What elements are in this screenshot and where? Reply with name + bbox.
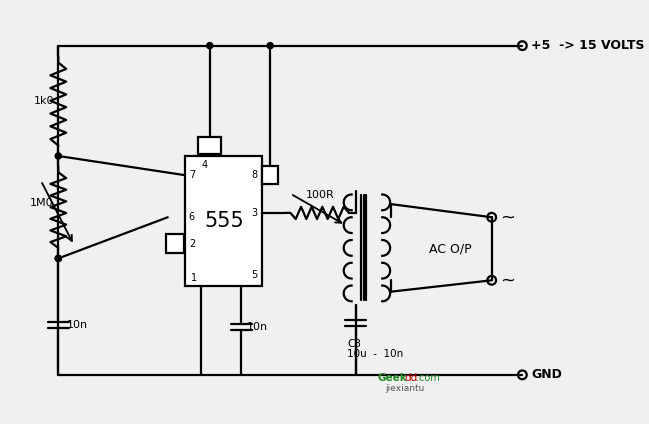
Text: 7: 7 — [189, 170, 195, 180]
Text: GND: GND — [531, 368, 562, 381]
Text: 2: 2 — [189, 239, 195, 248]
Text: 1k0: 1k0 — [34, 96, 55, 106]
Text: 555: 555 — [204, 211, 243, 231]
Bar — [166, 234, 184, 253]
Text: 3: 3 — [251, 208, 257, 218]
Bar — [199, 137, 221, 154]
Text: ~: ~ — [500, 271, 515, 289]
Text: 10n: 10n — [247, 322, 267, 332]
Bar — [262, 167, 278, 184]
Text: 100R: 100R — [306, 190, 335, 201]
Text: +5  -> 15 VOLTS: +5 -> 15 VOLTS — [531, 39, 644, 52]
Circle shape — [206, 42, 213, 49]
Text: 8: 8 — [251, 170, 257, 180]
Text: AC O/P: AC O/P — [429, 242, 471, 255]
Circle shape — [55, 153, 62, 159]
Circle shape — [55, 255, 62, 262]
Text: Geek: Geek — [378, 374, 408, 383]
Text: jiexiantu: jiexiantu — [385, 385, 424, 393]
Circle shape — [267, 42, 273, 49]
Text: 4: 4 — [202, 160, 208, 170]
Text: 1: 1 — [191, 273, 197, 283]
Text: ~: ~ — [500, 208, 515, 226]
Text: C3: C3 — [347, 339, 361, 349]
Text: .com: .com — [417, 374, 440, 383]
Text: 5: 5 — [251, 270, 257, 280]
Text: 1M0: 1M0 — [31, 198, 54, 208]
Text: dd: dd — [404, 374, 417, 383]
Bar — [185, 156, 262, 285]
Circle shape — [55, 255, 62, 262]
Text: 10n: 10n — [67, 320, 88, 330]
Text: 6: 6 — [189, 212, 195, 222]
Text: 10u  -  10n: 10u - 10n — [347, 349, 404, 360]
